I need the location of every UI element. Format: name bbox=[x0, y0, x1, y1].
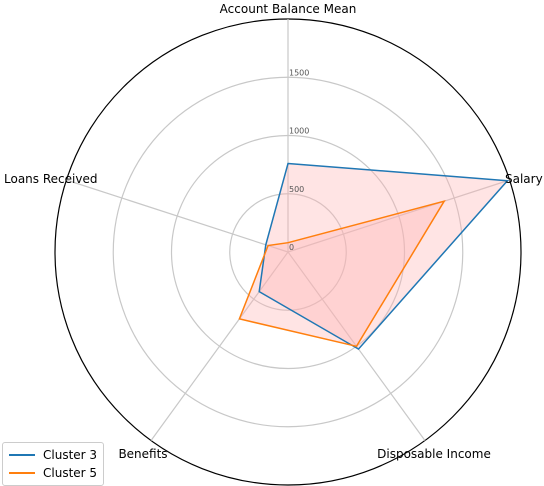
axis-label-4: Loans Received bbox=[4, 172, 97, 186]
legend-label-cluster-5: Cluster 5 bbox=[43, 466, 98, 480]
radial-tick-labels: 0 500 1000 1500 bbox=[289, 68, 309, 252]
spoke-1 bbox=[287, 179, 510, 253]
series-fill-0 bbox=[259, 163, 508, 350]
axis-label-3: Benefits bbox=[118, 447, 167, 461]
legend-label-cluster-3: Cluster 3 bbox=[43, 448, 98, 462]
axis-labels: Account Balance Mean Salary Disposable Inc… bbox=[4, 2, 543, 461]
legend: Cluster 3 Cluster 5 bbox=[2, 442, 105, 486]
legend-item-cluster-3: Cluster 3 bbox=[9, 446, 97, 464]
spoke-3 bbox=[150, 251, 289, 441]
axis-label-0: Account Balance Mean bbox=[220, 2, 357, 16]
legend-swatch-cluster-5 bbox=[9, 472, 35, 474]
tick-label-0: 0 bbox=[289, 243, 294, 252]
tick-label-1500: 1500 bbox=[289, 68, 309, 77]
series-line-0 bbox=[258, 162, 509, 351]
spoke-4 bbox=[66, 179, 289, 253]
legend-swatch-cluster-3 bbox=[9, 454, 35, 456]
axis-label-1: Salary bbox=[505, 172, 543, 186]
tick-label-1000: 1000 bbox=[289, 127, 309, 136]
tick-label-500: 500 bbox=[289, 185, 304, 194]
axis-label-2: Disposable Income bbox=[377, 447, 491, 461]
legend-item-cluster-5: Cluster 5 bbox=[9, 464, 97, 482]
series-fills bbox=[239, 163, 508, 350]
radar-grid bbox=[54, 18, 522, 486]
series-line-1 bbox=[238, 199, 446, 348]
series-lines bbox=[238, 162, 509, 351]
